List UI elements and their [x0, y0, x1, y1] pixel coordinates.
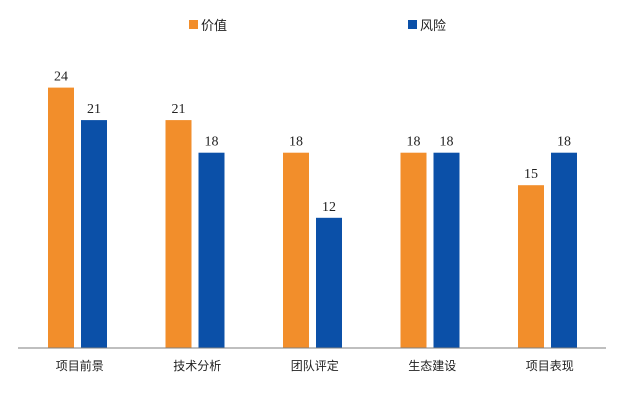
data-label-risk-3: 18 — [440, 135, 454, 150]
legend-swatch-value — [189, 20, 198, 29]
bars-group — [48, 87, 577, 348]
data-label-value-3: 18 — [407, 135, 421, 150]
bar-value-1 — [165, 120, 192, 348]
data-label-value-1: 21 — [172, 102, 186, 117]
category-label-3: 生态建设 — [408, 359, 456, 373]
bar-value-4 — [518, 185, 544, 348]
category-label-0: 项目前景 — [56, 358, 104, 373]
data-label-risk-0: 21 — [87, 102, 101, 117]
category-labels-group: 项目前景 技术分析 团队评定 生态建设 项目表现 — [56, 358, 574, 373]
bar-risk-4 — [551, 152, 577, 348]
legend-label-risk: 风险 — [420, 19, 446, 34]
legend-label-value: 价值 — [201, 18, 227, 34]
bar-risk-0 — [81, 120, 107, 348]
bar-risk-1 — [198, 152, 225, 348]
bar-risk-2 — [316, 217, 342, 348]
data-label-risk-1: 18 — [205, 135, 219, 150]
value-labels-group: 24 21 21 18 18 12 18 18 15 18 — [54, 70, 571, 215]
data-label-value-0: 24 — [54, 70, 68, 85]
data-label-risk-4: 18 — [557, 135, 571, 150]
category-label-4: 项目表现 — [526, 359, 574, 373]
category-label-2: 团队评定 — [291, 358, 339, 373]
legend-swatch-risk — [408, 20, 417, 29]
legend: 价值 风险 — [189, 18, 446, 34]
bar-value-0 — [48, 87, 74, 348]
category-label-1: 技术分析 — [173, 359, 221, 373]
bar-value-3 — [400, 152, 427, 348]
data-label-risk-2: 12 — [322, 200, 336, 215]
data-label-value-4: 15 — [524, 167, 538, 182]
bar-value-2 — [283, 152, 309, 348]
bar-risk-3 — [433, 152, 460, 348]
data-label-value-2: 18 — [289, 135, 303, 150]
